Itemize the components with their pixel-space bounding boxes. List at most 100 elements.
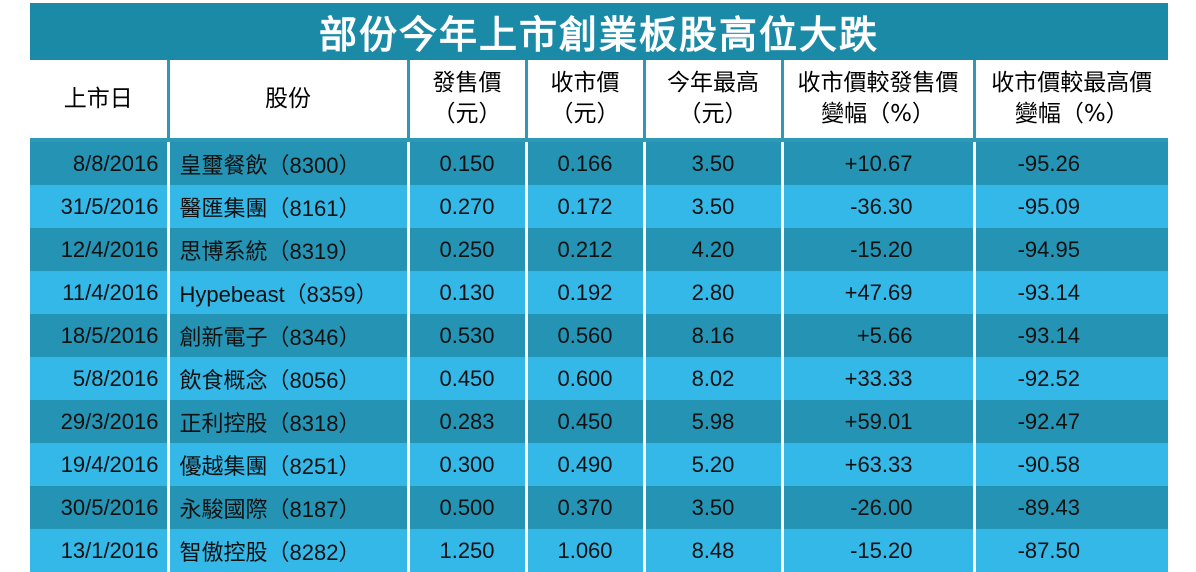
cell-close-price: 0.172 [526, 185, 646, 228]
cell-ipo-price: 0.530 [408, 314, 528, 357]
cell-stock: 創新電子（8346） [168, 314, 410, 357]
cell-listing-date: 12/4/2016 [30, 228, 170, 271]
cell-year-high: 5.98 [644, 400, 784, 443]
cell-listing-date: 31/5/2016 [30, 185, 170, 228]
header-chg-vs-high: 收市價較最高價 變幅（%） [974, 60, 1168, 140]
cell-ipo-price: 0.283 [408, 400, 528, 443]
cell-chg-vs-ipo: -26.00 [782, 486, 976, 529]
cell-ipo-price: 0.270 [408, 185, 528, 228]
header-chg-vs-high-unit: 變幅（%） [1014, 101, 1129, 127]
cell-close-price: 0.370 [526, 486, 646, 529]
header-ipo-price-label: 發售價 [432, 70, 502, 96]
cell-stock: 優越集團（8251） [168, 443, 410, 486]
table-row: 12/4/2016 思博系統（8319） 0.250 0.212 4.20 -15.20-… [30, 228, 1168, 271]
cell-chg-vs-ipo: +47.69 [782, 271, 976, 314]
cell-listing-date: 5/8/2016 [30, 357, 170, 400]
table-row: 19/4/2016 優越集團（8251） 0.300 0.490 5.20 +63.33-… [30, 443, 1168, 486]
cell-ipo-price: 0.450 [408, 357, 528, 400]
cell-chg-vs-high: -94.95 [974, 228, 1168, 271]
cell-year-high: 8.16 [644, 314, 784, 357]
header-ipo-price: 發售價 （元） [408, 60, 528, 140]
cell-year-high: 3.50 [644, 486, 784, 529]
cell-stock: Hypebeast（8359） [168, 271, 410, 314]
header-stock: 股份 [168, 60, 410, 140]
cell-year-high: 8.48 [644, 529, 784, 572]
table-row: 5/8/2016 飲食概念（8056） 0.450 0.600 8.02 +33.33 -9… [30, 357, 1168, 400]
table-row: 29/3/2016 正利控股（8318） 0.283 0.450 5.98 +59.01-… [30, 400, 1168, 443]
cell-close-price: 0.490 [526, 443, 646, 486]
header-date-label: 上市日 [63, 85, 133, 112]
header-chg-vs-high-label: 收市價較最高價 [991, 70, 1153, 96]
cell-stock: 皇璽餐飲（8300） [168, 140, 410, 185]
cell-listing-date: 29/3/2016 [30, 400, 170, 443]
cell-ipo-price: 1.250 [408, 529, 528, 572]
cell-year-high: 3.50 [644, 185, 784, 228]
cell-chg-vs-high: -95.09 [974, 185, 1168, 228]
cell-listing-date: 30/5/2016 [30, 486, 170, 529]
cell-chg-vs-high: -93.14 [974, 271, 1168, 314]
cell-close-price: 0.212 [526, 228, 646, 271]
header-close-price-unit: （元） [550, 101, 620, 127]
cell-close-price: 0.600 [526, 357, 646, 400]
cell-chg-vs-ipo: -36.30 [782, 185, 976, 228]
table-row: 11/4/2016 Hypebeast（8359） 0.130 0.192 2.80 +4… [30, 271, 1168, 314]
cell-chg-vs-ipo: +33.33 [782, 357, 976, 400]
cell-chg-vs-high: -92.52 [974, 357, 1168, 400]
table-row: 18/5/2016 創新電子（8346） 0.530 0.560 8.16 +5.66 -9… [30, 314, 1168, 357]
cell-stock: 智傲控股（8282） [168, 529, 410, 572]
cell-chg-vs-ipo: +10.67 [782, 140, 976, 185]
cell-year-high: 4.20 [644, 228, 784, 271]
cell-ipo-price: 0.300 [408, 443, 528, 486]
header-year-high-unit: （元） [678, 101, 748, 127]
cell-chg-vs-high: -90.58 [974, 443, 1168, 486]
header-ipo-price-unit: （元） [432, 101, 502, 127]
table-figure: 部份今年上市創業板股高位大跌 上市日 股份 發售價 （元） [30, 3, 1168, 572]
cell-close-price: 1.060 [526, 529, 646, 572]
cell-year-high: 3.50 [644, 140, 784, 185]
cell-chg-vs-ipo: -15.20 [782, 529, 976, 572]
cell-ipo-price: 0.130 [408, 271, 528, 314]
cell-ipo-price: 0.250 [408, 228, 528, 271]
cell-close-price: 0.450 [526, 400, 646, 443]
table-row: 13/1/2016 智傲控股（8282） 1.250 1.060 8.48 -15.20-… [30, 529, 1168, 572]
cell-chg-vs-high: -95.26 [974, 140, 1168, 185]
cell-year-high: 8.02 [644, 357, 784, 400]
cell-chg-vs-high: -92.47 [974, 400, 1168, 443]
cell-listing-date: 13/1/2016 [30, 529, 170, 572]
cell-year-high: 5.20 [644, 443, 784, 486]
cell-chg-vs-ipo: +5.66 [782, 314, 976, 357]
cell-stock: 思博系統（8319） [168, 228, 410, 271]
table-row: 31/5/2016 醫匯集團（8161） 0.270 0.172 3.50 -36.30-… [30, 185, 1168, 228]
cell-chg-vs-high: -93.14 [974, 314, 1168, 357]
header-row: 上市日 股份 發售價 （元） 收市價 （元） 今年最高 （元） [30, 60, 1168, 140]
cell-close-price: 0.166 [526, 140, 646, 185]
table-title: 部份今年上市創業板股高位大跌 [318, 13, 879, 57]
header-chg-vs-ipo: 收市價較發售價 變幅（%） [782, 60, 976, 140]
cell-stock: 正利控股（8318） [168, 400, 410, 443]
title-bar: 部份今年上市創業板股高位大跌 [30, 3, 1168, 60]
cell-chg-vs-ipo: -15.20 [782, 228, 976, 271]
table-row: 8/8/2016 皇璽餐飲（8300） 0.150 0.166 3.50 +10.67 -9… [30, 140, 1168, 185]
cell-ipo-price: 0.500 [408, 486, 528, 529]
header-year-high: 今年最高 （元） [644, 60, 784, 140]
header-year-high-label: 今年最高 [667, 70, 759, 96]
cell-listing-date: 19/4/2016 [30, 443, 170, 486]
cell-stock: 醫匯集團（8161） [168, 185, 410, 228]
header-close-price: 收市價 （元） [526, 60, 646, 140]
cell-chg-vs-high: -87.50 [974, 529, 1168, 572]
cell-listing-date: 11/4/2016 [30, 271, 170, 314]
cell-close-price: 0.560 [526, 314, 646, 357]
header-stock-label: 股份 [265, 85, 311, 112]
cell-chg-vs-high: -89.43 [974, 486, 1168, 529]
cell-ipo-price: 0.150 [408, 140, 528, 185]
header-date: 上市日 [30, 60, 170, 140]
cell-close-price: 0.192 [526, 271, 646, 314]
cell-stock: 飲食概念（8056） [168, 357, 410, 400]
header-chg-vs-ipo-unit: 變幅（%） [821, 101, 935, 127]
cell-chg-vs-ipo: +63.33 [782, 443, 976, 486]
header-close-price-label: 收市價 [550, 70, 620, 96]
table-body: 8/8/2016 皇璽餐飲（8300） 0.150 0.166 3.50 +10.67 -9… [30, 140, 1168, 572]
cell-year-high: 2.80 [644, 271, 784, 314]
ipo-table: 上市日 股份 發售價 （元） 收市價 （元） 今年最高 （元） [30, 60, 1168, 572]
header-chg-vs-ipo-label: 收市價較發售價 [797, 70, 959, 96]
